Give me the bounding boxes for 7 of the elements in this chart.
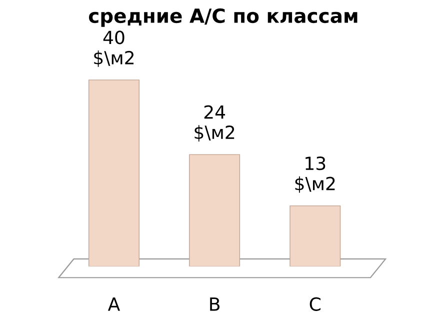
x-tick-label: A (108, 298, 120, 311)
chart-title: средние А/С по классам (88, 8, 358, 27)
data-label: 24 $\м2 (194, 105, 234, 142)
x-tick-label: C (310, 297, 320, 311)
data-label: 40 $\м2 (94, 30, 134, 67)
data-label: 13 $\м2 (295, 156, 335, 193)
x-tick-label: B (210, 298, 220, 311)
